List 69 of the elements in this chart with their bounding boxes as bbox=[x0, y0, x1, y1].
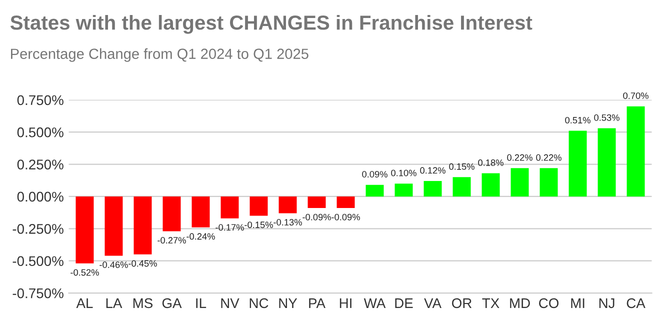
x-tick-label: HI bbox=[340, 298, 352, 308]
x-tick-label: LA bbox=[106, 298, 122, 308]
bar bbox=[162, 196, 181, 232]
bar bbox=[452, 177, 471, 196]
x-tick-label: TX bbox=[482, 298, 500, 308]
y-tick-label: 0.000% bbox=[17, 192, 64, 202]
data-label: 0.70% bbox=[623, 92, 648, 99]
bar bbox=[134, 196, 152, 254]
bar bbox=[278, 196, 297, 214]
data-label: -0.52% bbox=[70, 269, 99, 276]
x-tick-label: NV bbox=[221, 298, 240, 308]
bar bbox=[598, 128, 616, 196]
chart-title: States with the largest CHANGES in Franchise Interest bbox=[10, 14, 532, 34]
x-tick-label: MI bbox=[571, 298, 584, 308]
x-tick-label: CA bbox=[626, 298, 646, 308]
x-tick-label: DE bbox=[395, 298, 413, 308]
data-label: 0.12% bbox=[420, 167, 446, 174]
data-label: 0.10% bbox=[391, 170, 416, 176]
data-label: 0.15% bbox=[449, 163, 474, 170]
data-label: 0.22% bbox=[536, 154, 562, 161]
bar bbox=[104, 196, 123, 256]
y-tick-label: 0.750% bbox=[17, 95, 64, 106]
data-label: 0.09% bbox=[362, 171, 388, 178]
y-tick-label: 0.250% bbox=[17, 160, 64, 170]
y-tick-label: -0.750% bbox=[12, 288, 64, 298]
bar bbox=[394, 184, 413, 196]
bar bbox=[540, 168, 558, 196]
data-label: 0.51% bbox=[565, 116, 590, 124]
bar bbox=[308, 196, 326, 208]
bar bbox=[250, 196, 268, 216]
data-label: -0.45% bbox=[128, 260, 157, 267]
y-tick-label: 0.500% bbox=[17, 127, 64, 138]
y-tick-label: -0.500% bbox=[12, 256, 64, 266]
x-tick-label: MD bbox=[510, 298, 530, 308]
data-label: 0.53% bbox=[594, 114, 620, 121]
bar bbox=[568, 130, 587, 196]
x-tick-label: IL bbox=[196, 298, 206, 308]
bar bbox=[424, 181, 442, 196]
x-tick-label: PA bbox=[309, 298, 326, 308]
data-label: -0.09% bbox=[302, 214, 331, 220]
data-label: -0.09% bbox=[332, 214, 360, 220]
bar bbox=[336, 196, 355, 208]
data-label: -0.46% bbox=[100, 261, 128, 268]
x-tick-label: CO bbox=[539, 298, 559, 308]
x-tick-label: NY bbox=[279, 298, 298, 308]
data-label: -0.13% bbox=[274, 219, 302, 226]
x-tick-label: NC bbox=[250, 298, 268, 308]
bar bbox=[626, 106, 645, 196]
x-tick-label: VA bbox=[424, 298, 442, 308]
x-tick-label: MS bbox=[133, 298, 153, 308]
bar bbox=[192, 196, 210, 228]
bar bbox=[76, 196, 94, 264]
data-label: 0.18% bbox=[478, 159, 504, 166]
bar bbox=[220, 196, 239, 218]
x-tick-label: OR bbox=[452, 298, 472, 308]
x-tick-label: WA bbox=[364, 298, 386, 308]
chart-subtitle: Percentage Change from Q1 2024 to Q1 2025 bbox=[11, 48, 308, 62]
bar bbox=[510, 168, 529, 196]
x-tick-label: AL bbox=[76, 298, 93, 308]
data-label: -0.17% bbox=[216, 224, 244, 231]
data-label: -0.15% bbox=[244, 222, 273, 228]
bar bbox=[482, 173, 500, 196]
data-label: 0.22% bbox=[507, 154, 532, 161]
data-label: -0.24% bbox=[186, 233, 215, 240]
x-tick-label: NJ bbox=[599, 298, 614, 308]
data-label: -0.27% bbox=[158, 237, 186, 244]
x-tick-label: GA bbox=[162, 298, 182, 308]
bar bbox=[366, 184, 384, 196]
y-tick-label: -0.250% bbox=[12, 224, 64, 234]
